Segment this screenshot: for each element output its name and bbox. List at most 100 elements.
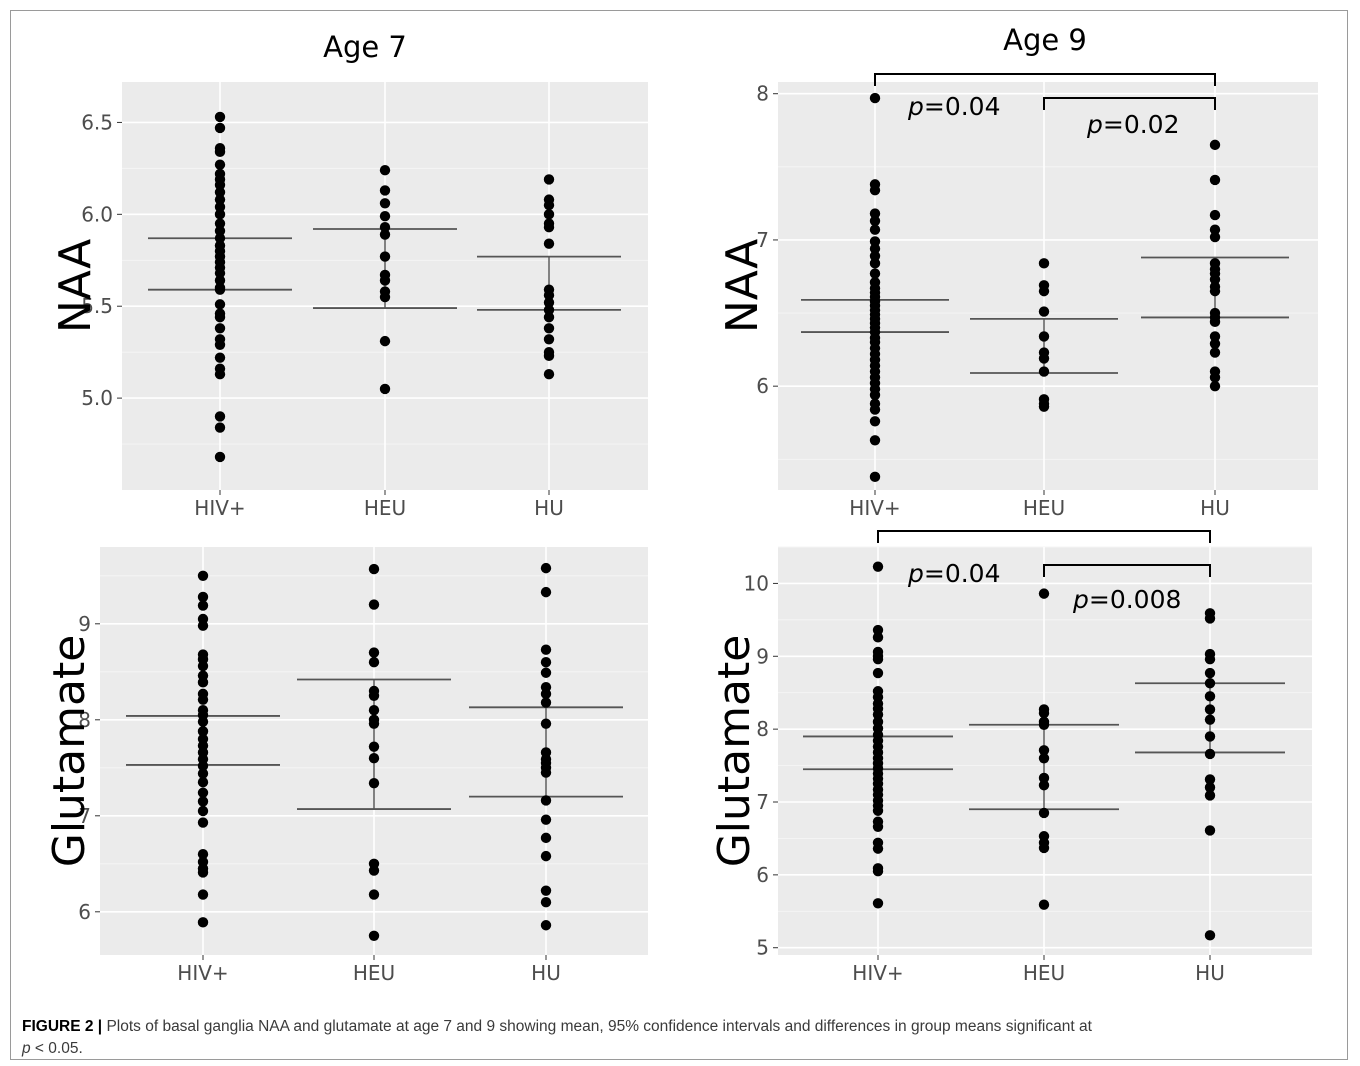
x-tick-label: HEU [1023,961,1065,985]
data-point [379,221,391,233]
data-point [1209,338,1221,349]
data-point [214,352,226,363]
data-point [1204,704,1216,715]
y-axis-label: NAA [717,239,768,333]
caption-tail: < 0.05. [30,1040,83,1057]
y-tick-label: 6 [78,900,91,924]
p-value-label: p=0.04 [907,559,1001,588]
data-point [1038,285,1050,297]
data-point [872,624,884,636]
data-point [540,718,552,729]
data-point [869,435,881,446]
data-point [1038,753,1050,764]
y-tick-label: 7 [756,228,769,252]
data-point [1204,782,1216,793]
y-tick-label: 9 [756,644,769,668]
data-point [1204,790,1216,801]
data-point [214,275,226,286]
data-point [368,705,380,716]
data-point [214,422,226,433]
data-point [540,688,552,700]
data-point [214,284,226,295]
data-point [540,667,552,678]
data-point [368,865,380,876]
data-point [214,194,226,205]
data-point [197,796,209,807]
caption-text: Plots of basal ganglia NAA and glutamate… [102,1018,1092,1035]
data-point [869,258,881,269]
data-point [197,716,209,727]
data-point [197,889,209,900]
data-point [197,817,209,828]
data-point [869,389,881,401]
data-point [540,885,552,896]
data-point [1038,899,1050,910]
data-point [1038,588,1050,599]
data-point [869,404,881,415]
data-point [543,174,555,185]
p-value-label: p=0.008 [1072,585,1181,614]
data-point [869,250,881,262]
figure-frame [10,10,1348,1060]
data-point [869,471,881,483]
data-point [1204,654,1216,665]
data-point [197,677,209,688]
data-point [197,777,209,788]
y-tick-label: 6.5 [81,110,113,134]
data-point [197,867,209,878]
y-tick-label: 7 [756,790,769,814]
data-point [214,209,226,220]
data-point [379,383,391,395]
x-tick-label: HU [1200,496,1230,520]
data-point [368,563,380,575]
data-point [1204,714,1216,725]
data-point [214,179,226,191]
x-tick-label: HEU [364,496,406,520]
p-value-number: =0.04 [924,559,1001,588]
y-axis-label: Glutamate [44,635,95,868]
data-point [872,843,884,854]
data-point [368,777,380,789]
data-point [1204,825,1216,836]
x-tick-label: HEU [353,961,395,985]
data-point [197,768,209,779]
data-point [214,218,226,229]
data-point [197,760,209,772]
data-point [1209,285,1221,297]
figure-plots: 5.0 5.5 6.0 6.5 HIV+ HEU HU NAA Age 7 6 7 8 HIV+ HEU H… [44,23,1318,985]
data-point [1204,691,1216,702]
data-point [543,221,555,233]
data-point [214,146,226,158]
data-point [214,267,226,279]
data-point [214,201,226,213]
p-value-variable: p [1072,585,1089,614]
y-tick-label: 6.0 [81,202,113,226]
data-point [540,814,552,825]
x-tick-label: HEU [1023,496,1065,520]
data-point [872,898,884,909]
y-tick-label: 8 [756,82,769,106]
data-point [1038,306,1050,317]
caption-p-variable: p [22,1040,31,1057]
data-point [214,225,226,237]
data-point [214,411,226,422]
data-point [543,369,555,380]
data-point [1204,774,1216,785]
data-point [872,821,884,832]
data-point [543,199,555,211]
data-point [872,709,884,720]
data-point [540,657,552,668]
data-point [368,930,380,941]
data-point [214,233,226,244]
caption-label: FIGURE 2 | [22,1018,103,1035]
y-tick-label: 5.0 [81,386,113,410]
y-tick-label: 8 [756,717,769,741]
data-point [872,654,884,665]
significance-bracket [877,530,1211,543]
data-point [1038,719,1050,730]
p-value-number: =0.008 [1089,585,1182,614]
data-point [1209,209,1221,221]
x-tick-label: HIV+ [194,496,245,520]
data-point [872,866,884,877]
